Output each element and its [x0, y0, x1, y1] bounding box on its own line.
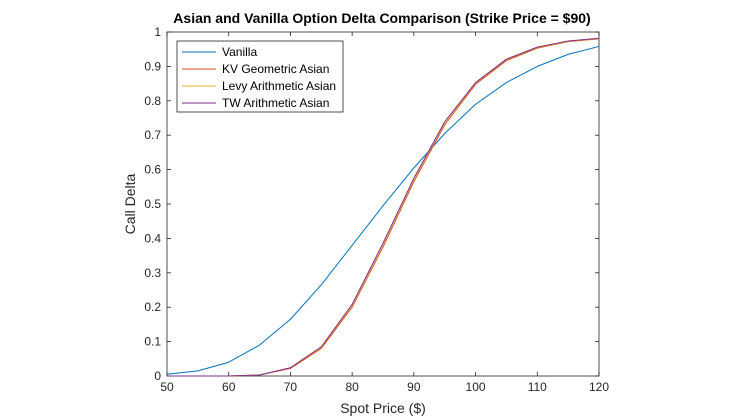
y-tick-label: 0.1 — [144, 335, 161, 349]
y-tick-label: 0.5 — [144, 197, 161, 211]
y-tick-label: 0.6 — [144, 163, 161, 177]
y-tick-label: 0.8 — [144, 94, 161, 108]
series-line-vanilla — [166, 45, 600, 375]
y-tick-label: 0.4 — [144, 231, 161, 245]
legend-label: Vanilla — [222, 45, 257, 59]
y-tick-label: 0.3 — [144, 266, 161, 280]
legend-label: KV Geometric Asian — [222, 62, 329, 76]
x-tick-label: 120 — [589, 380, 609, 394]
legend-label: Levy Arithmetic Asian — [222, 79, 336, 93]
y-tick-label: 0.7 — [144, 128, 161, 142]
x-tick-label: 60 — [222, 380, 236, 394]
x-tick-label: 90 — [407, 380, 421, 394]
y-tick-label: 0.9 — [144, 59, 161, 73]
series-line-tw-arithmetic-asian — [167, 37, 600, 377]
y-axis: 0 0.1 0.2 0.3 0.4 0.5 0.6 0.7 0.8 0.9 1 — [144, 25, 599, 383]
x-tick-label: 100 — [466, 380, 486, 394]
legend: Vanilla KV Geometric Asian Levy Arithmetic… — [176, 40, 344, 113]
x-tick-label: 80 — [345, 380, 359, 394]
legend-label: TW Arithmetic Asian — [222, 96, 329, 110]
y-tick-label: 1 — [154, 25, 161, 39]
legend-box — [176, 40, 344, 113]
x-axis-title: Spot Price ($) — [340, 400, 426, 416]
y-tick-label: 0 — [154, 369, 161, 383]
chart-title: Asian and Vanilla Option Delta Compariso… — [173, 10, 590, 26]
x-axis: 50 60 70 80 90 100 110 120 — [160, 32, 609, 394]
x-tick-label: 110 — [528, 380, 547, 394]
y-axis-title: Call Delta — [122, 173, 138, 234]
x-tick-label: 50 — [160, 380, 174, 394]
series-lines — [166, 37, 600, 377]
y-tick-label: 0.2 — [144, 300, 161, 314]
x-tick-label: 70 — [284, 380, 298, 394]
